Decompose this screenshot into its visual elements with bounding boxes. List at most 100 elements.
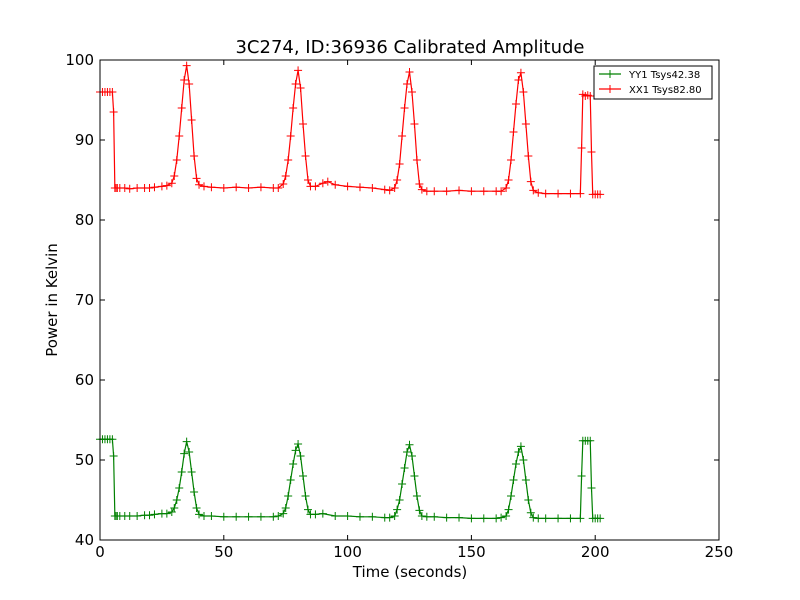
data-point	[177, 468, 186, 476]
data-point	[407, 88, 416, 96]
data-point	[167, 179, 176, 188]
data-point	[343, 512, 352, 520]
data-point	[291, 80, 300, 88]
data-point	[108, 88, 117, 96]
legend-marker	[606, 85, 614, 93]
data-point	[199, 512, 208, 520]
data-point	[516, 442, 525, 451]
data-point	[368, 512, 377, 521]
data-point	[301, 152, 310, 160]
data-point	[422, 187, 431, 196]
data-point	[519, 456, 528, 464]
y-tick-label: 70	[75, 291, 94, 309]
data-point	[331, 512, 340, 520]
data-point	[331, 180, 340, 189]
data-point	[430, 512, 439, 521]
data-point	[109, 108, 118, 116]
data-point	[403, 448, 412, 456]
data-point	[291, 446, 300, 455]
data-point	[219, 512, 228, 521]
data-point	[492, 514, 501, 523]
data-point	[318, 509, 327, 518]
data-point	[516, 68, 525, 77]
data-point	[256, 512, 265, 521]
data-point	[120, 184, 129, 192]
data-point	[207, 512, 216, 520]
data-point	[398, 480, 407, 488]
data-point	[294, 66, 303, 75]
data-point	[519, 88, 528, 96]
data-point	[296, 84, 305, 92]
data-point	[207, 183, 216, 192]
data-point	[467, 187, 476, 196]
data-point	[576, 514, 585, 523]
data-point	[192, 174, 201, 183]
data-point	[190, 152, 199, 160]
data-point	[412, 492, 421, 500]
data-point	[502, 184, 511, 192]
data-point	[534, 188, 543, 197]
data-point	[412, 156, 421, 164]
data-point	[172, 496, 181, 504]
data-point	[586, 436, 595, 445]
x-tick-label: 50	[214, 543, 233, 561]
series-yy1	[96, 435, 605, 523]
series-layer	[96, 61, 605, 523]
data-point	[133, 184, 142, 192]
y-axis-label: Power in Kelvin	[43, 243, 61, 357]
data-point	[509, 128, 518, 136]
data-point	[109, 452, 118, 460]
data-point	[180, 76, 189, 84]
data-point	[385, 186, 394, 195]
legend-marker	[606, 70, 614, 78]
data-point	[182, 61, 191, 70]
data-point	[286, 476, 295, 484]
data-point	[355, 512, 364, 521]
data-point	[398, 132, 407, 140]
data-point	[587, 148, 596, 156]
data-point	[125, 512, 134, 520]
data-point	[274, 512, 283, 520]
data-point	[509, 476, 518, 484]
data-point	[279, 180, 288, 188]
data-point	[455, 513, 464, 522]
data-point	[274, 184, 283, 192]
data-point	[289, 104, 298, 112]
axes-layer: 0 50 100 150 200 250 40 50 60 70 80 90 100	[65, 51, 733, 561]
data-point	[301, 492, 310, 500]
data-point	[108, 435, 117, 444]
data-point	[504, 176, 513, 184]
data-point	[185, 448, 194, 456]
data-point	[175, 132, 184, 140]
data-point	[162, 509, 171, 518]
data-point	[180, 449, 189, 458]
data-point	[422, 512, 431, 521]
data-point	[566, 514, 575, 523]
data-point	[524, 152, 533, 160]
data-point	[182, 437, 191, 446]
x-tick-label: 200	[581, 543, 610, 561]
data-point	[479, 187, 488, 196]
data-point	[577, 144, 586, 152]
data-point	[284, 492, 293, 500]
data-point	[507, 492, 516, 500]
legend-item: XX1 Tsys82.80	[599, 85, 702, 96]
data-point	[244, 512, 253, 521]
data-point	[145, 184, 154, 192]
data-point	[430, 187, 439, 196]
data-point	[219, 184, 228, 192]
data-point	[577, 472, 586, 480]
y-tick-label: 100	[65, 51, 94, 69]
data-point	[185, 80, 194, 88]
data-point	[576, 189, 585, 198]
data-point	[524, 496, 533, 504]
legend: YY1 Tsys42.38 XX1 Tsys82.80	[593, 65, 713, 100]
data-point	[380, 185, 389, 194]
y-tick-label: 90	[75, 131, 94, 149]
data-point	[299, 120, 308, 128]
data-point	[244, 184, 253, 192]
data-point	[150, 510, 159, 519]
data-point	[145, 511, 154, 520]
data-point	[502, 512, 511, 520]
data-point	[256, 183, 265, 192]
